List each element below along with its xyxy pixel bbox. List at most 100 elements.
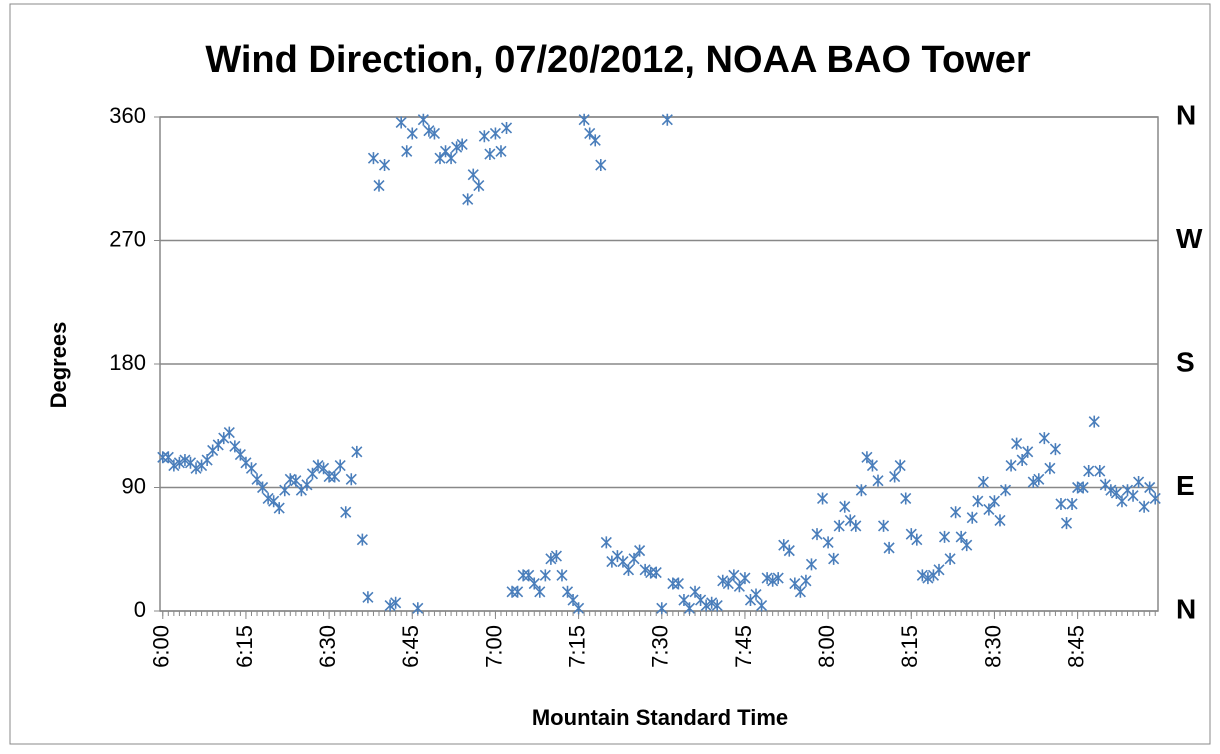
point [273, 502, 285, 515]
point [789, 577, 801, 590]
x-tick-label: 6:45 [398, 625, 423, 668]
point [1094, 465, 1106, 478]
point [983, 503, 995, 516]
point [617, 555, 629, 568]
point [334, 459, 346, 472]
point [279, 484, 291, 497]
point [811, 528, 823, 541]
point [417, 113, 429, 126]
y2-tick-label: W [1176, 223, 1203, 254]
point [850, 519, 862, 532]
point [700, 599, 712, 612]
point [761, 572, 773, 585]
point [800, 574, 812, 587]
point [728, 569, 740, 582]
point [251, 473, 263, 486]
point [245, 462, 258, 475]
x-tick-label: 7:45 [731, 625, 756, 668]
point [833, 519, 845, 532]
point [1038, 432, 1050, 445]
point [783, 544, 795, 557]
point [168, 459, 180, 472]
point [573, 602, 585, 615]
point [739, 572, 751, 585]
point [406, 127, 418, 140]
point [634, 544, 646, 557]
point [456, 138, 468, 151]
point [356, 533, 368, 546]
point [434, 152, 446, 165]
point [977, 476, 989, 489]
point [794, 585, 806, 598]
point [345, 473, 357, 486]
point [756, 599, 768, 612]
point [822, 536, 834, 549]
y-tick-label: 360 [109, 103, 146, 128]
point [955, 530, 967, 543]
point [883, 541, 895, 554]
point [1044, 462, 1056, 475]
point [938, 530, 951, 543]
point [1077, 481, 1089, 494]
point [750, 588, 762, 601]
point [373, 179, 385, 192]
point [489, 127, 502, 140]
point [473, 179, 485, 192]
point [512, 585, 524, 598]
point [539, 569, 551, 582]
point [767, 574, 779, 587]
point [478, 130, 490, 143]
point [922, 572, 934, 585]
point [1060, 517, 1073, 530]
point [639, 563, 651, 576]
point [317, 462, 330, 475]
x-tick-label: 6:00 [149, 625, 174, 668]
point [1149, 492, 1161, 505]
point [439, 145, 452, 158]
point [916, 569, 928, 582]
point [306, 467, 319, 480]
point [384, 599, 396, 612]
point [894, 459, 906, 472]
point [412, 602, 424, 615]
point [1011, 437, 1023, 450]
point [999, 484, 1012, 497]
chart-frame [9, 3, 1211, 745]
point [1083, 465, 1095, 478]
point [340, 506, 352, 519]
point [223, 426, 235, 439]
point [390, 596, 402, 609]
point [600, 536, 612, 549]
point [257, 481, 269, 494]
point [828, 552, 840, 565]
point [683, 602, 696, 615]
point [523, 569, 535, 582]
point [378, 159, 391, 172]
point [567, 594, 579, 607]
point [1066, 497, 1078, 510]
point [500, 121, 513, 134]
y-tick-label: 180 [109, 350, 146, 375]
point [1049, 443, 1061, 456]
point [528, 577, 540, 590]
point [678, 594, 690, 607]
point [1088, 415, 1100, 428]
point [351, 445, 363, 458]
x-tick-label: 8:15 [897, 625, 922, 668]
point [805, 558, 818, 571]
point [711, 599, 723, 612]
point [622, 563, 635, 576]
y-tick-label: 0 [134, 597, 146, 622]
point [534, 585, 546, 598]
x-axis-label: Mountain Standard Time [532, 705, 788, 730]
point [190, 462, 202, 475]
x-tick-label: 8:00 [814, 625, 839, 668]
point [972, 495, 984, 508]
point [229, 440, 241, 453]
point [900, 492, 912, 505]
point [395, 116, 407, 129]
point [628, 552, 640, 565]
point [401, 145, 413, 158]
y2-tick-label: E [1176, 470, 1195, 501]
